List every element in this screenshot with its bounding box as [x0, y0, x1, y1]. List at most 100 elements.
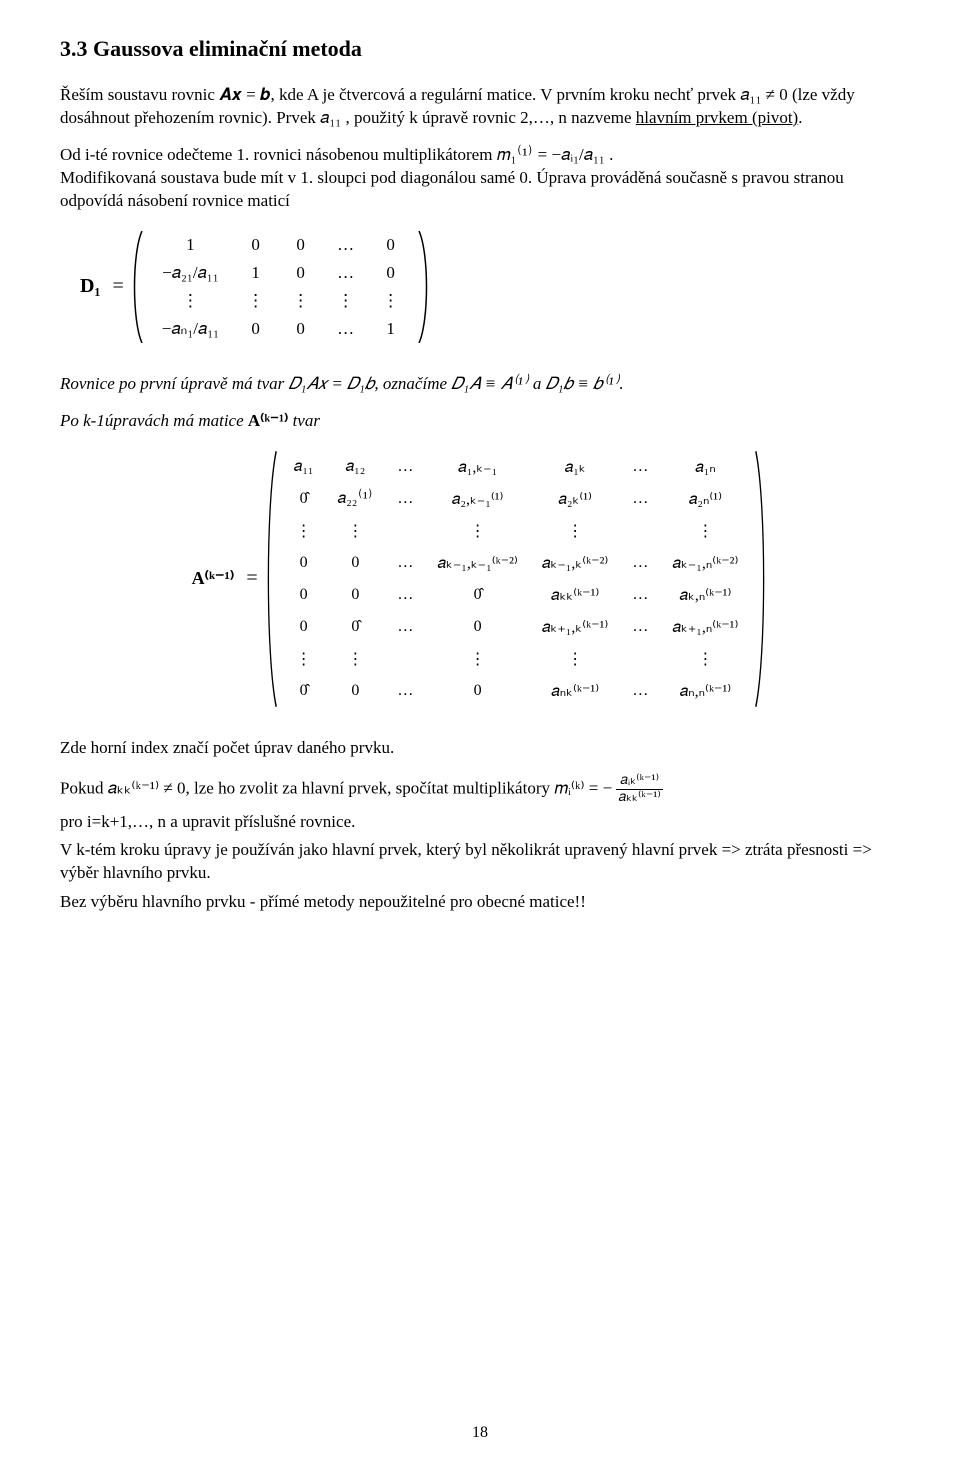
paragraph-9: Bez výběru hlavního prvku - přímé metody…	[60, 891, 900, 914]
paragraph-8: V k-tém kroku úpravy je používán jako hl…	[60, 839, 900, 885]
p4-Ak1: A⁽ᵏ⁻¹⁾	[248, 411, 288, 430]
matrix-cell: 𝑎ₖ₊₁,ₙ⁽ᵏ⁻¹⁾	[660, 611, 750, 643]
matrix-cell: …	[620, 547, 660, 579]
matrix-cell: 1	[368, 315, 413, 343]
matrix-cell: 0	[368, 231, 413, 259]
matrix-cell: …	[620, 579, 660, 611]
matrix-cell: ⋮	[233, 287, 278, 315]
matrix-cell: ⋮	[282, 643, 326, 675]
matrix-d1-wrap: 100…0−𝑎₂₁/𝑎₁₁10…0⋮⋮⋮⋮⋮−𝑎ₙ₁/𝑎₁₁00…1	[130, 231, 431, 343]
matrix-ak1-label: A⁽ᵏ⁻¹⁾	[192, 568, 235, 589]
page-number: 18	[0, 1424, 960, 1442]
matrix-cell: …	[620, 611, 660, 643]
matrix-cell: 0̂	[282, 483, 326, 515]
p2a: Od i-té rovnice odečteme 1. rovnici náso…	[60, 145, 497, 164]
matrix-cell: 𝑎₁ₖ	[530, 451, 621, 483]
matrix-cell: 𝑎ₖ₊₁,ₖ⁽ᵏ⁻¹⁾	[530, 611, 621, 643]
matrix-ak1: 𝑎₁₁𝑎₁₂…𝑎₁,ₖ₋₁𝑎₁ₖ…𝑎₁ₙ0̂𝑎₂₂⁽¹⁾…𝑎₂,ₖ₋₁⁽¹⁾𝑎₂…	[282, 451, 751, 707]
matrix-cell	[385, 643, 425, 675]
matrix-ak1-wrap: 𝑎₁₁𝑎₁₂…𝑎₁,ₖ₋₁𝑎₁ₖ…𝑎₁ₙ0̂𝑎₂₂⁽¹⁾…𝑎₂,ₖ₋₁⁽¹⁾𝑎₂…	[264, 451, 769, 707]
matrix-cell: …	[620, 675, 660, 707]
matrix-cell: …	[385, 451, 425, 483]
matrix-cell: 𝑎ₖₖ⁽ᵏ⁻¹⁾	[530, 579, 621, 611]
matrix-cell	[620, 643, 660, 675]
paragraph-1: Řeším soustavu rovnic 𝑨𝒙 = 𝒃, kde A je č…	[60, 84, 900, 130]
matrix-cell: ⋮	[282, 515, 326, 547]
matrix-cell: 0	[282, 611, 326, 643]
matrix-ak1-block: A⁽ᵏ⁻¹⁾ = 𝑎₁₁𝑎₁₂…𝑎₁,ₖ₋₁𝑎₁ₖ…𝑎₁ₙ0̂𝑎₂₂⁽¹⁾…𝑎₂…	[60, 451, 900, 707]
matrix-d1: 100…0−𝑎₂₁/𝑎₁₁10…0⋮⋮⋮⋮⋮−𝑎ₙ₁/𝑎₁₁00…1	[148, 231, 413, 343]
p2-multiplikator: 𝑚₁⁽¹⁾ = −𝑎ᵢ₁/𝑎₁₁ .	[497, 145, 614, 164]
matrix-cell: 𝑎₁,ₖ₋₁	[425, 451, 530, 483]
matrix-cell: −𝑎₂₁/𝑎₁₁	[148, 259, 233, 287]
matrix-cell: ⋮	[530, 515, 621, 547]
matrix-cell: 0	[278, 315, 323, 343]
p1-end: .	[798, 108, 802, 127]
matrix-cell: …	[323, 259, 368, 287]
section-heading: 3.3 Gaussova eliminační metoda	[60, 36, 900, 62]
matrix-cell: …	[385, 547, 425, 579]
matrix-cell: ⋮	[660, 515, 750, 547]
matrix-cell: 𝑎ₖ₋₁,ₖ⁽ᵏ⁻²⁾	[530, 547, 621, 579]
matrix-cell: 𝑎₂ₖ⁽¹⁾	[530, 483, 621, 515]
matrix-cell: …	[323, 231, 368, 259]
paragraph-3: Rovnice po první úpravě má tvar 𝐷₁𝐴𝑥 = 𝐷…	[60, 373, 900, 396]
p2b: Modifikovaná soustava bude mít v 1. slou…	[60, 168, 844, 210]
matrix-cell: ⋮	[148, 287, 233, 315]
matrix-cell: …	[620, 451, 660, 483]
matrix-cell: ⋮	[278, 287, 323, 315]
matrix-cell: 0	[282, 579, 326, 611]
matrix-cell: 𝑎ₖ₋₁,ₖ₋₁⁽ᵏ⁻²⁾	[425, 547, 530, 579]
matrix-cell: ⋮	[425, 515, 530, 547]
equals-sign-2: =	[246, 567, 257, 590]
matrix-cell: 0̂	[425, 579, 530, 611]
matrix-cell	[385, 515, 425, 547]
p6-lead: Pokud 𝑎ₖₖ⁽ᵏ⁻¹⁾ ≠ 0, lze ho zvolit za hla…	[60, 778, 612, 797]
matrix-cell: …	[620, 483, 660, 515]
right-paren-icon	[417, 231, 431, 343]
matrix-cell: 0	[368, 259, 413, 287]
equals-sign: =	[112, 275, 123, 298]
matrix-cell: 𝑎₁₂	[326, 451, 386, 483]
section-number: 3.3	[60, 36, 88, 61]
left-paren-icon	[130, 231, 144, 343]
matrix-cell: 0	[278, 231, 323, 259]
matrix-cell: 𝑎ₙₖ⁽ᵏ⁻¹⁾	[530, 675, 621, 707]
matrix-cell: ⋮	[326, 643, 386, 675]
matrix-cell: 𝑎₂ₙ⁽¹⁾	[660, 483, 750, 515]
matrix-cell: 𝑎ₙ,ₙ⁽ᵏ⁻¹⁾	[660, 675, 750, 707]
matrix-cell: 0	[326, 675, 386, 707]
matrix-cell: 0	[326, 579, 386, 611]
paragraph-5: Zde horní index značí počet úprav daného…	[60, 737, 900, 760]
matrix-d1-label: D₁	[80, 275, 100, 298]
p4a: Po k-1úpravách má matice	[60, 411, 248, 430]
matrix-cell: 0	[233, 231, 278, 259]
p6-fraction: 𝑎ᵢₖ⁽ᵏ⁻¹⁾ 𝑎ₖₖ⁽ᵏ⁻¹⁾	[616, 774, 662, 805]
matrix-cell: …	[323, 315, 368, 343]
matrix-cell: 𝑎₁ₙ	[660, 451, 750, 483]
matrix-cell: …	[385, 579, 425, 611]
matrix-cell: 𝑎₁₁	[282, 451, 326, 483]
matrix-cell: 𝑎₂₂⁽¹⁾	[326, 483, 386, 515]
matrix-cell: ⋮	[425, 643, 530, 675]
section-title: Gaussova eliminační metoda	[93, 36, 362, 61]
matrix-cell: ⋮	[368, 287, 413, 315]
matrix-cell: …	[385, 611, 425, 643]
p1-underline: hlavním prvkem (pivot)	[636, 108, 798, 127]
paragraph-2: Od i-té rovnice odečteme 1. rovnici náso…	[60, 144, 900, 213]
matrix-cell: 0	[425, 611, 530, 643]
left-paren-icon	[264, 451, 278, 707]
matrix-cell: …	[385, 675, 425, 707]
matrix-cell: ⋮	[530, 643, 621, 675]
matrix-cell: …	[385, 483, 425, 515]
p4b: tvar	[288, 411, 320, 430]
matrix-cell: ⋮	[323, 287, 368, 315]
matrix-cell: 𝑎ₖ,ₙ⁽ᵏ⁻¹⁾	[660, 579, 750, 611]
matrix-cell: 0̂	[282, 675, 326, 707]
matrix-cell: 0	[425, 675, 530, 707]
matrix-cell: 1	[148, 231, 233, 259]
matrix-d1-block: D₁ = 100…0−𝑎₂₁/𝑎₁₁10…0⋮⋮⋮⋮⋮−𝑎ₙ₁/𝑎₁₁00…1	[60, 231, 900, 343]
matrix-cell: −𝑎ₙ₁/𝑎₁₁	[148, 315, 233, 343]
matrix-cell: 𝑎₂,ₖ₋₁⁽¹⁾	[425, 483, 530, 515]
matrix-cell: 0	[326, 547, 386, 579]
